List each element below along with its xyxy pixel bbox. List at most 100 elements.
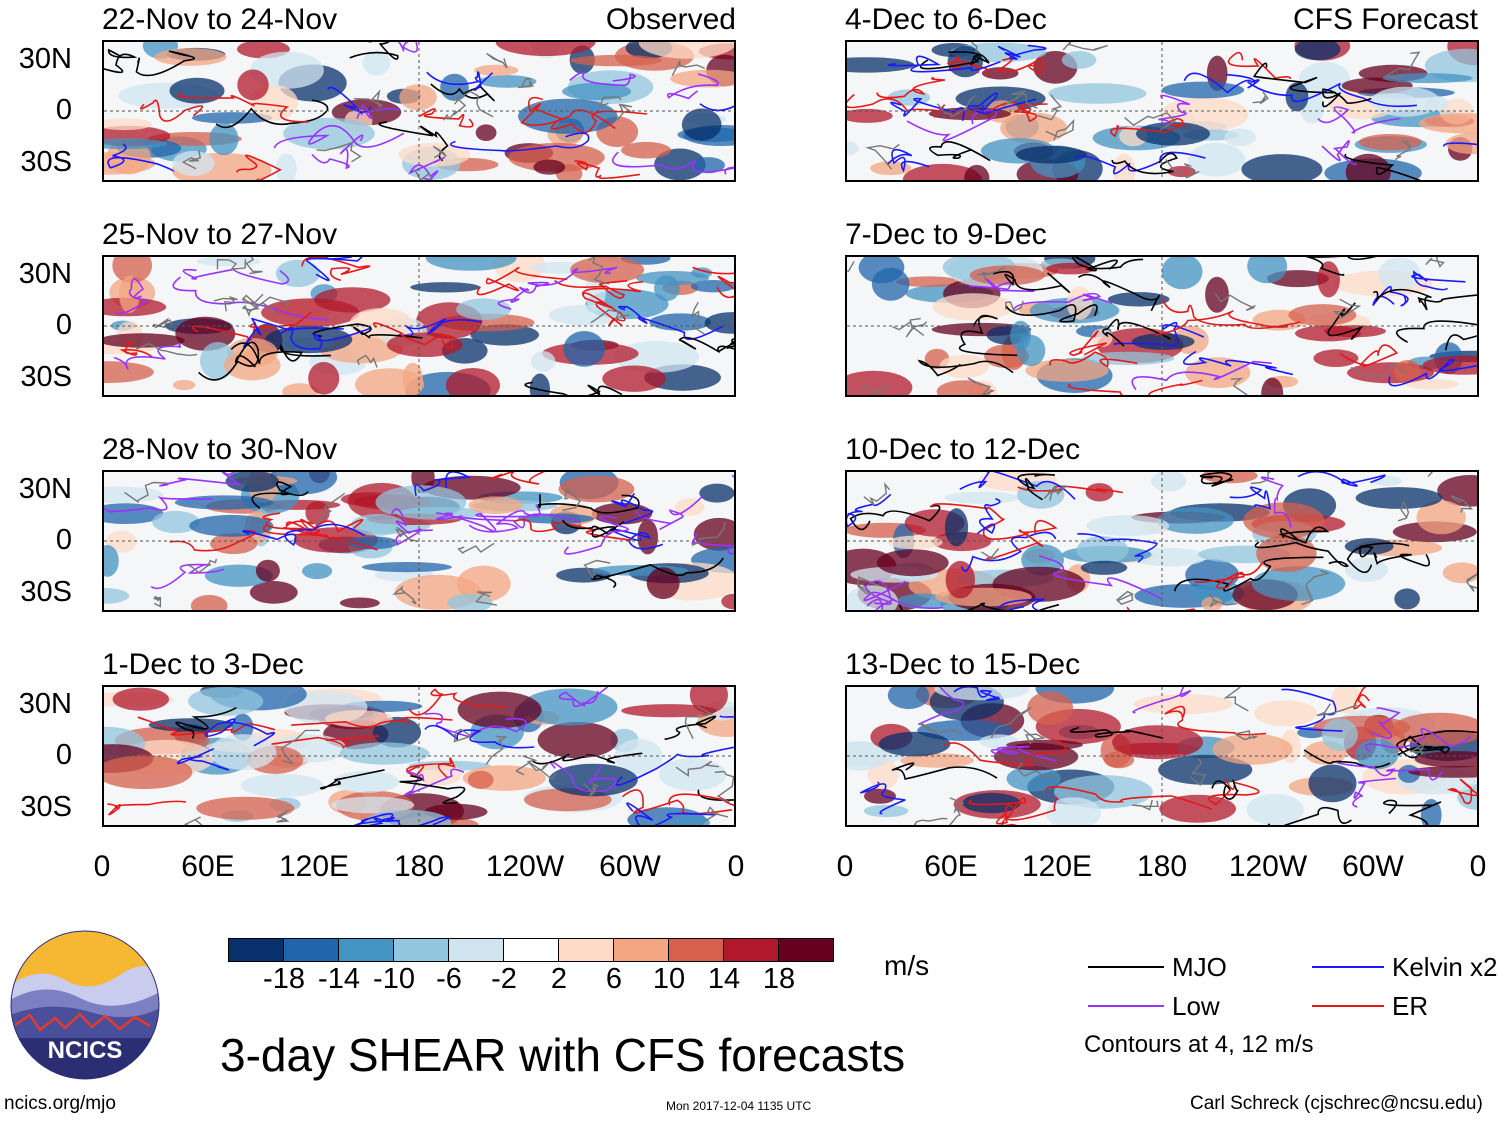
shear-blob [936, 380, 991, 395]
coastline [691, 521, 726, 547]
contour-line [668, 793, 734, 806]
observed-label: Observed [605, 3, 736, 36]
contour-line [943, 739, 1067, 767]
shear-field [847, 687, 1477, 825]
contour-line [1411, 270, 1466, 291]
contour-line [177, 93, 309, 123]
shear-blob [283, 117, 375, 150]
contour-line [1077, 532, 1158, 563]
shear-blob [1359, 134, 1422, 151]
contour-line [1160, 297, 1301, 330]
shear-blob [944, 491, 1020, 504]
contour-line [524, 381, 623, 395]
shear-blob [570, 54, 663, 67]
shear-blob [302, 563, 333, 580]
panel-title: 7-Dec to 9-Dec [845, 218, 1047, 251]
coastline [913, 817, 948, 825]
coastline [213, 295, 238, 312]
contour-line [1113, 321, 1205, 347]
coastline [865, 143, 900, 170]
shear-blob [209, 122, 239, 156]
contour-line [991, 101, 1048, 123]
contour-line [372, 322, 454, 349]
shear-blob [467, 770, 494, 789]
coastline [616, 103, 633, 121]
contour-line [611, 492, 654, 525]
contour-line [959, 472, 1076, 500]
website-link[interactable]: ncics.org/mjo [4, 1093, 116, 1114]
shear-blob [308, 362, 340, 395]
coastline [1005, 300, 1024, 313]
shear-blob [533, 159, 566, 175]
shear-blob [529, 373, 550, 395]
colorbar-swatch [614, 939, 669, 961]
shear-field [104, 687, 734, 825]
coastline [1037, 94, 1063, 121]
shear-blob [362, 50, 391, 76]
forecast-label: CFS Forecast [1292, 3, 1478, 36]
contour-line [390, 508, 433, 546]
coastline [184, 816, 203, 825]
shear-blob [537, 721, 618, 759]
coastline [486, 53, 508, 69]
ncics-logo: NCICS [10, 930, 160, 1080]
colorbar-swatch [779, 939, 833, 961]
contour-line [995, 796, 1058, 825]
contour-line [1267, 806, 1352, 825]
x-tick-label: 0 [836, 850, 854, 883]
coastline [977, 266, 1006, 281]
coastline [280, 729, 320, 765]
contour-line [1227, 51, 1292, 80]
legend-label: MJO [1172, 952, 1227, 982]
shear-blob [104, 361, 154, 383]
contour-line [667, 73, 719, 100]
contour-line [1352, 777, 1397, 808]
contour-line [612, 151, 734, 175]
contour-line [140, 99, 204, 122]
coastline [1465, 573, 1477, 592]
shear-blob [932, 293, 1014, 321]
contour-line [1045, 786, 1213, 810]
x-tick-label: 180 [393, 850, 445, 883]
contour-line [527, 266, 618, 288]
x-tick-label: 60E [924, 850, 978, 883]
contour-line [967, 92, 1037, 115]
y-tick-label: 30N [18, 688, 72, 720]
contour-line [1317, 106, 1401, 134]
contour-line [574, 160, 641, 180]
contour-line [319, 769, 385, 790]
contour-line [1278, 526, 1330, 544]
shear-blob [1187, 142, 1246, 177]
contour-line [1102, 318, 1171, 347]
contour-line [1038, 555, 1162, 600]
colorbar-swatch [504, 939, 559, 961]
shear-map-forecast-1 [845, 40, 1479, 182]
contour-line [537, 494, 640, 514]
contour-line [406, 757, 456, 779]
contour-line [953, 687, 1001, 702]
shear-blob [1416, 500, 1466, 535]
contour-line [271, 735, 379, 750]
colorbar-label: 2 [550, 963, 568, 995]
colorbar-label: -2 [491, 963, 517, 995]
contour-line [617, 305, 725, 340]
coastline [892, 321, 928, 331]
shear-blob [1085, 483, 1114, 502]
contour-line [1183, 72, 1260, 94]
shear-blob [1061, 51, 1097, 69]
shear-blob [1442, 562, 1477, 584]
shear-blob [847, 108, 893, 123]
contour-line [215, 99, 329, 129]
contour-line [107, 143, 174, 173]
contour-line [204, 718, 276, 747]
shear-blob [1082, 351, 1175, 365]
x-tick-label: 0 [727, 850, 745, 883]
colorbar-swatch [229, 939, 284, 961]
contour-line [968, 797, 1027, 825]
x-tick-label: 120E [278, 850, 350, 883]
coastline [453, 90, 494, 118]
coastline [315, 492, 346, 527]
contour-line [242, 317, 344, 348]
coastline [241, 294, 260, 311]
shear-blob [347, 536, 399, 550]
